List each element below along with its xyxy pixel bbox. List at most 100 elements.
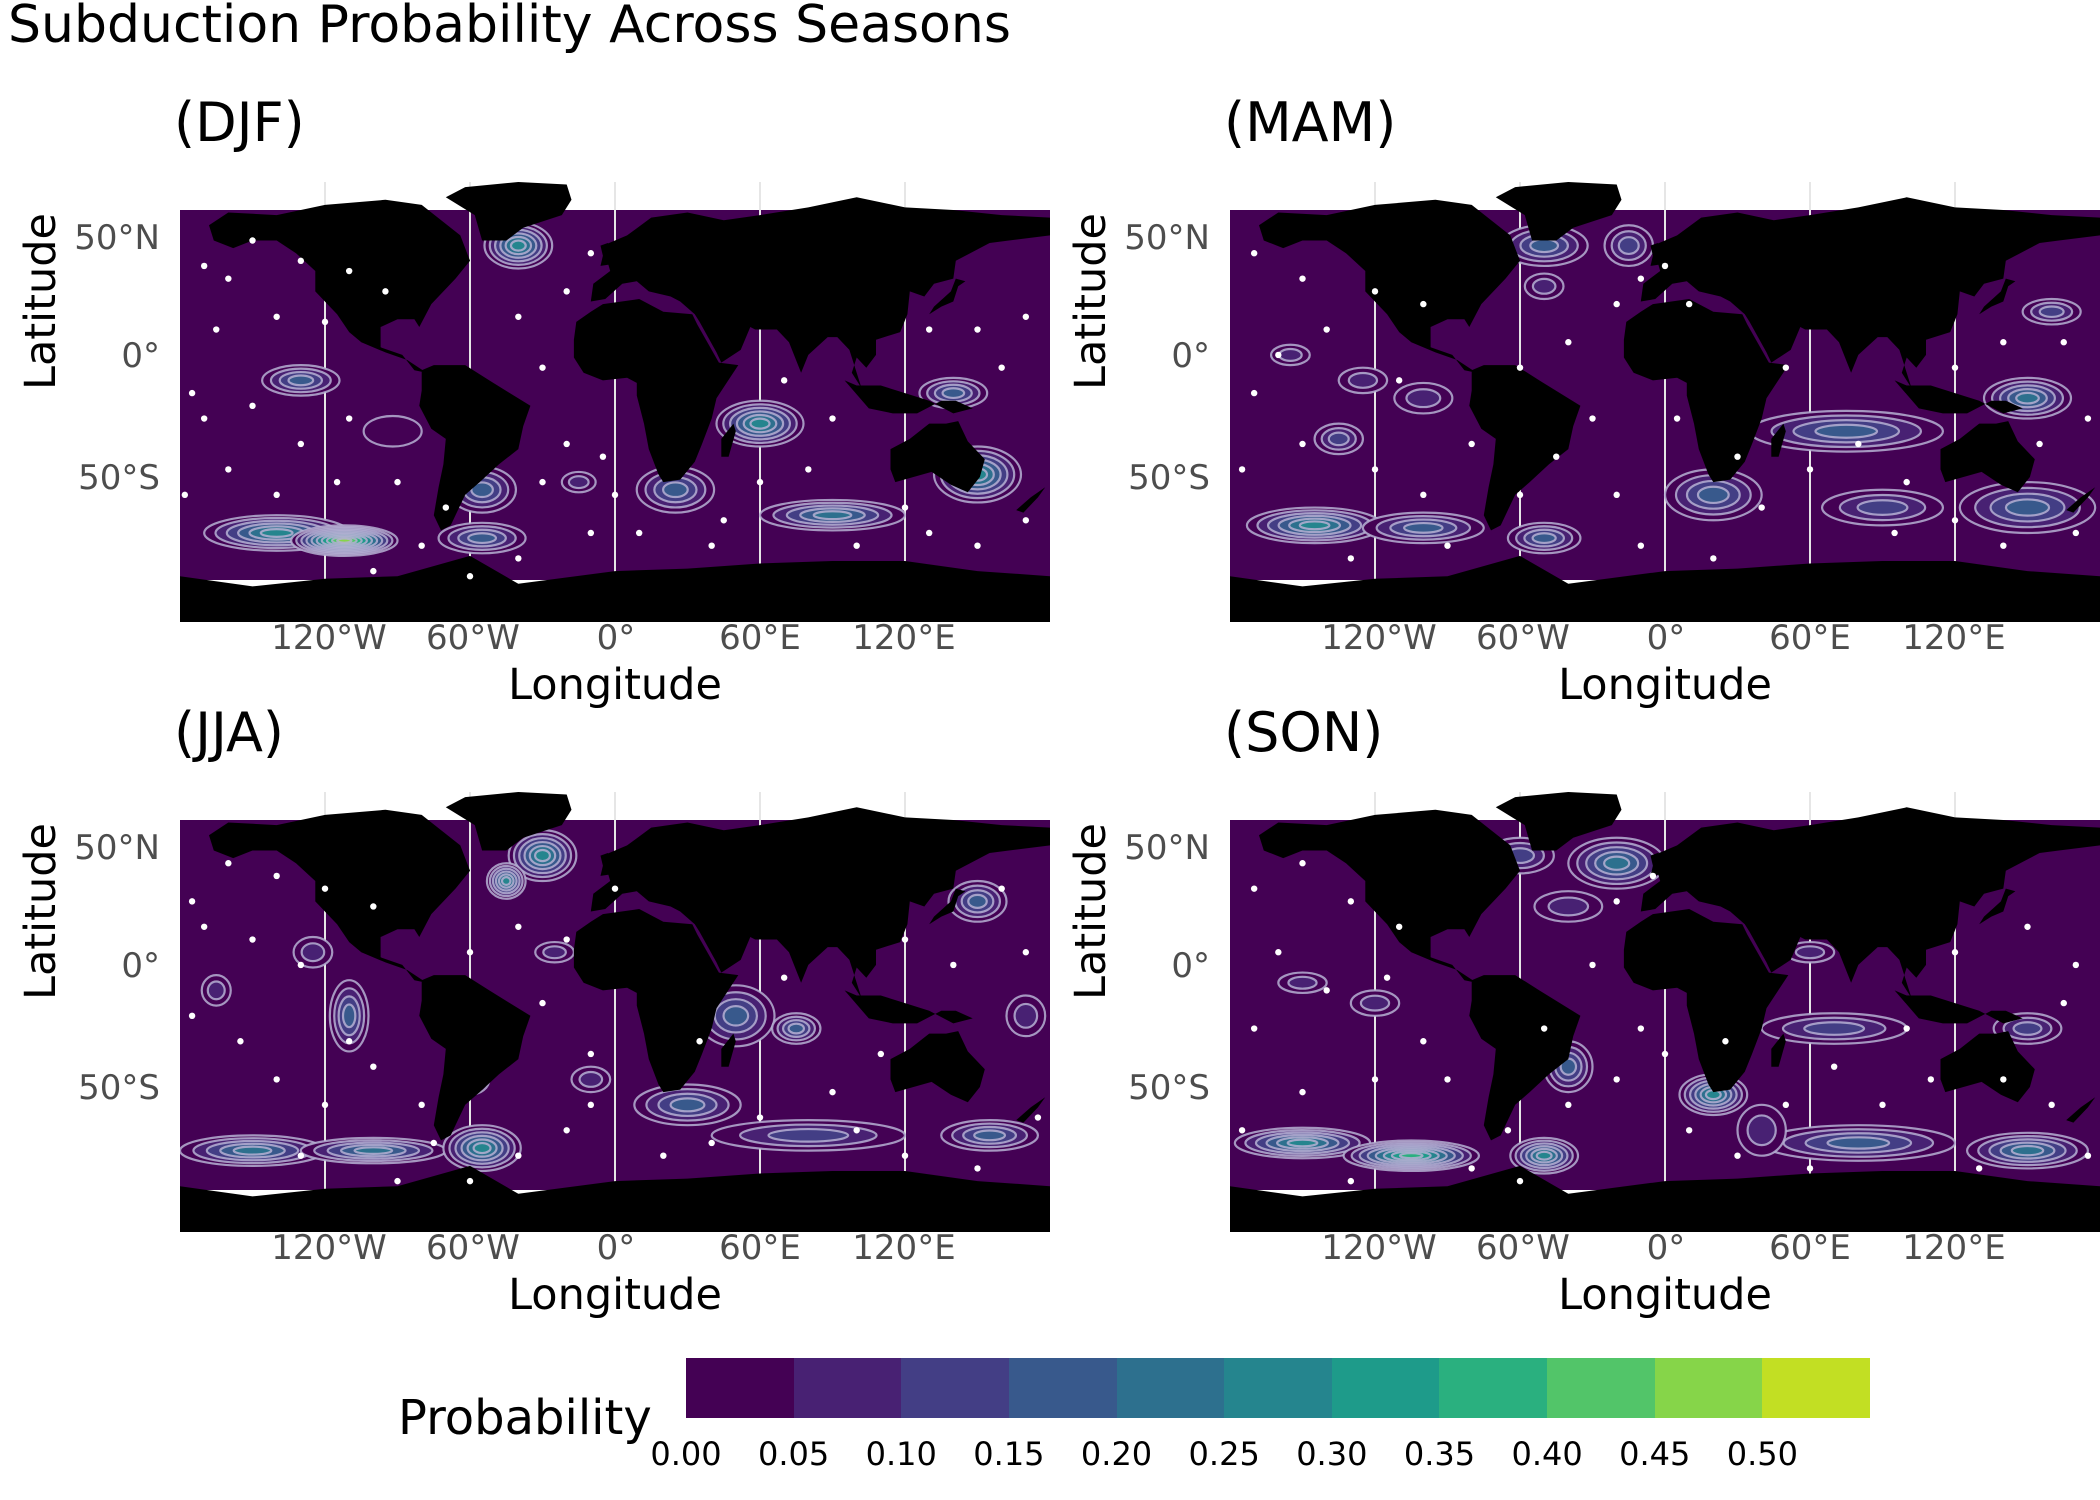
contour-band [749, 417, 771, 430]
contour-band [1547, 896, 1590, 917]
y-tick-label: 50°S [1128, 1068, 1210, 1108]
observation-point [1238, 1127, 1246, 1134]
y-tick-label: 50°N [1124, 218, 1210, 258]
land-new-zealand [2066, 487, 2096, 513]
land-eurasia [590, 807, 1050, 998]
probability-hotspot [570, 1065, 612, 1094]
observation-point [370, 1063, 377, 1070]
legend-color-bin [1331, 1358, 1440, 1418]
panel-title: (JJA) [174, 701, 284, 764]
observation-point [708, 542, 715, 549]
contour-band [1535, 1150, 1553, 1161]
observation-point [200, 923, 208, 930]
contour-band [500, 876, 512, 887]
y-tick-label: 0° [1171, 336, 1210, 376]
probability-hotspot [180, 1134, 327, 1167]
legend-color-bin [793, 1358, 902, 1418]
observation-point [2024, 923, 2031, 930]
observation-point [297, 961, 305, 969]
observation-point [1951, 949, 1959, 956]
probability-hotspot [442, 1124, 522, 1173]
contour-band [1531, 532, 1557, 545]
observation-point [853, 1127, 860, 1134]
legend-color-bin [1224, 1358, 1332, 1418]
y-tick-label: 50°N [1124, 828, 1210, 868]
observation-point [1371, 1076, 1379, 1083]
contour-band [669, 1097, 706, 1113]
contour-band [2015, 391, 2040, 405]
observation-point [1468, 440, 1475, 448]
observation-point [370, 567, 377, 575]
panel-title: (MAM) [1224, 91, 1397, 154]
observation-point [394, 1177, 401, 1185]
observation-point [1975, 1165, 1983, 1172]
contour-band [472, 1141, 492, 1155]
observation-point [2060, 999, 2067, 1007]
probability-hotspot [1663, 468, 1763, 522]
contour-band [578, 1070, 604, 1088]
observation-point [950, 961, 957, 969]
observation-point [1685, 1127, 1693, 1134]
land-eurasia [1640, 197, 2100, 388]
observation-point [587, 1050, 595, 1058]
observation-point [563, 288, 570, 295]
observation-point [297, 440, 305, 448]
observation-point [1250, 885, 1258, 892]
contour-band [1617, 236, 1640, 256]
observation-point [2072, 529, 2080, 537]
observation-point [660, 1152, 667, 1159]
observation-point [708, 1139, 715, 1147]
observation-point [1565, 1101, 1572, 1109]
land-antarctica [180, 1165, 1050, 1232]
probability-hotspot [1313, 422, 1365, 456]
contour-band [232, 1145, 273, 1156]
observation-point [1250, 250, 1258, 257]
observation-point [1395, 377, 1403, 384]
observation-point [2048, 1101, 2055, 1109]
x-tick-label: 60°W [1476, 1228, 1570, 1268]
probability-hotspot [1760, 1012, 1908, 1045]
x-tick-label: 60°E [1769, 618, 1851, 658]
contour-band [2010, 1144, 2045, 1157]
land-africa [573, 299, 739, 483]
y-tick-label: 50°S [78, 1068, 160, 1108]
contour-band [1746, 1114, 1777, 1147]
legend-tick-label: 0.30 [1296, 1435, 1368, 1473]
probability-hotspot [299, 1136, 447, 1165]
land-antarctica [180, 555, 1050, 622]
observation-point [1722, 1038, 1729, 1045]
observation-point [515, 1152, 522, 1159]
panel-title: (SON) [1224, 701, 1384, 764]
legend-title: Probability [398, 1390, 652, 1446]
observation-point [2072, 961, 2080, 969]
observation-point [1710, 555, 1717, 562]
observation-point [1420, 300, 1427, 308]
observation-point [1661, 262, 1669, 270]
probability-hotspot [770, 1012, 822, 1045]
probability-hotspot [2021, 297, 2082, 326]
observation-point [1323, 326, 1330, 333]
observation-points [1238, 860, 2092, 1185]
legend-color-bin [1654, 1358, 1763, 1418]
observation-point [1540, 1025, 1548, 1032]
probability-hotspot [1533, 890, 1604, 923]
observation-point [1420, 1038, 1427, 1045]
observation-point [1613, 491, 1620, 499]
contour-band [1403, 521, 1444, 534]
observation-point [998, 364, 1005, 371]
observation-point [756, 1114, 764, 1121]
probability-contours [1245, 224, 2097, 555]
legend-color-bin [1762, 1358, 1871, 1418]
observation-point [1565, 339, 1572, 346]
observation-point [188, 1012, 196, 1020]
observation-point [635, 529, 643, 537]
land-japan [929, 888, 966, 925]
probability-hotspot [1337, 366, 1389, 395]
observation-point [1951, 517, 1959, 524]
observation-point [974, 1165, 981, 1172]
observation-point [563, 1127, 570, 1134]
observation-point [1299, 1088, 1306, 1096]
legend-color-bin [1116, 1358, 1225, 1418]
x-tick-label: 0° [1646, 618, 1686, 658]
probability-hotspot [1567, 836, 1667, 890]
